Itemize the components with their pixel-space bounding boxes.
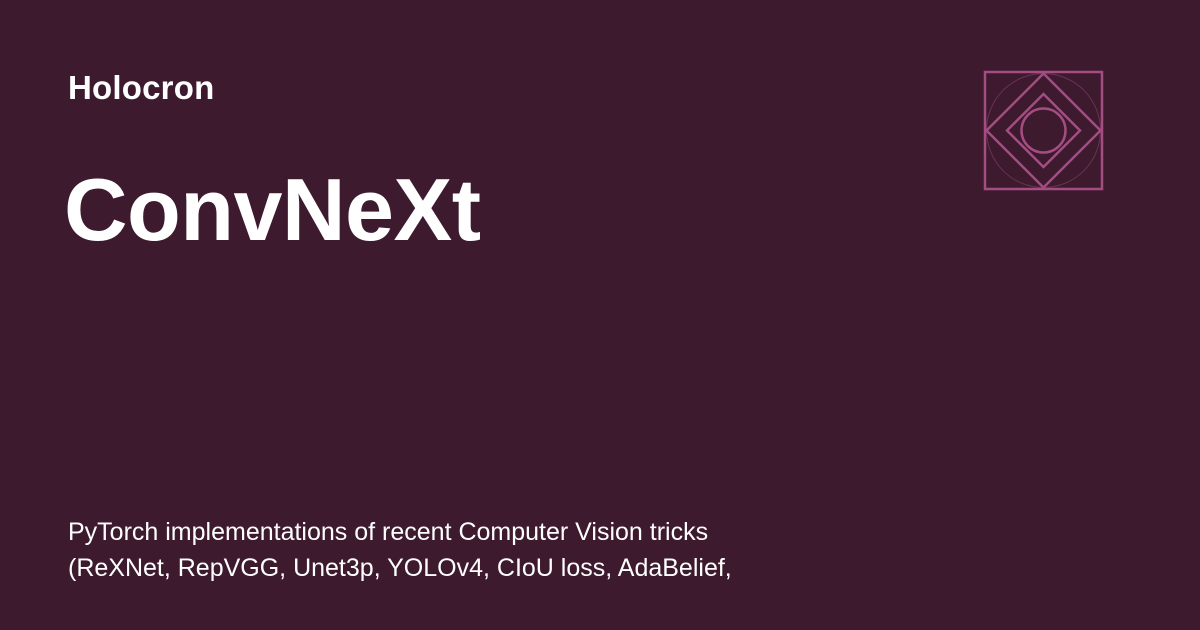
holocron-logo-icon bbox=[983, 70, 1104, 191]
page-title: ConvNeXt bbox=[64, 160, 481, 259]
site-name: Holocron bbox=[68, 69, 215, 106]
description-line-2: (ReXNet, RepVGG, Unet3p, YOLOv4, CIoU lo… bbox=[68, 554, 732, 582]
page-description: PyTorch implementations of recent Comput… bbox=[68, 514, 888, 586]
description-line-1: PyTorch implementations of recent Comput… bbox=[68, 518, 709, 546]
